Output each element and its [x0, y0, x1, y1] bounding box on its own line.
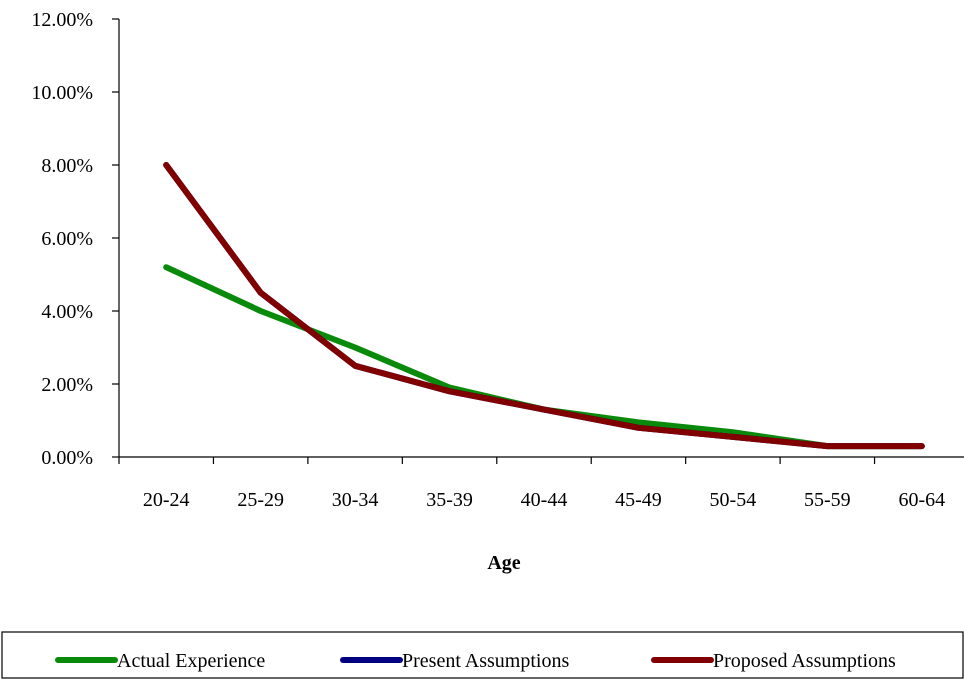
x-axis: 20-24 25-29 30-34 35-39 40-44 45-49 50-54 55-59…: [118, 456, 964, 511]
y-tick-label: 10.00%: [31, 82, 93, 104]
series-line-actual-experience: [163, 264, 925, 450]
legend-label: Actual Experience: [117, 650, 265, 672]
x-axis-title: Age: [487, 552, 520, 574]
legend-label: Present Assumptions: [402, 650, 569, 672]
x-tick-label: 35-39: [426, 489, 473, 511]
y-axis: 0.00% 2.00% 4.00% 6.00% 8.00% 10.00% 12.00%: [31, 9, 120, 469]
y-tick-label: 4.00%: [41, 301, 93, 323]
y-tick-label: 12.00%: [31, 9, 93, 31]
y-tick-label: 2.00%: [41, 374, 93, 396]
x-tick-label: 40-44: [521, 489, 568, 511]
x-tick-label: 55-59: [804, 489, 851, 511]
x-tick-label: 30-34: [332, 489, 379, 511]
y-tick-label: 0.00%: [41, 447, 93, 469]
legend-box: [1, 631, 964, 679]
legend-label: Proposed Assumptions: [713, 650, 896, 672]
legend: Actual Experience Present Assumptions Prop…: [1, 631, 964, 679]
x-tick-label: 50-54: [710, 489, 757, 511]
series-line-proposed-assumptions: [163, 162, 925, 450]
x-tick-label: 20-24: [143, 489, 190, 511]
series-lines: [163, 162, 925, 450]
x-tick-label: 25-29: [237, 489, 284, 511]
y-tick-label: 6.00%: [41, 228, 93, 250]
x-tick-label: 45-49: [615, 489, 662, 511]
x-tick-label: 60-64: [898, 489, 945, 511]
y-tick-label: 8.00%: [41, 155, 93, 177]
